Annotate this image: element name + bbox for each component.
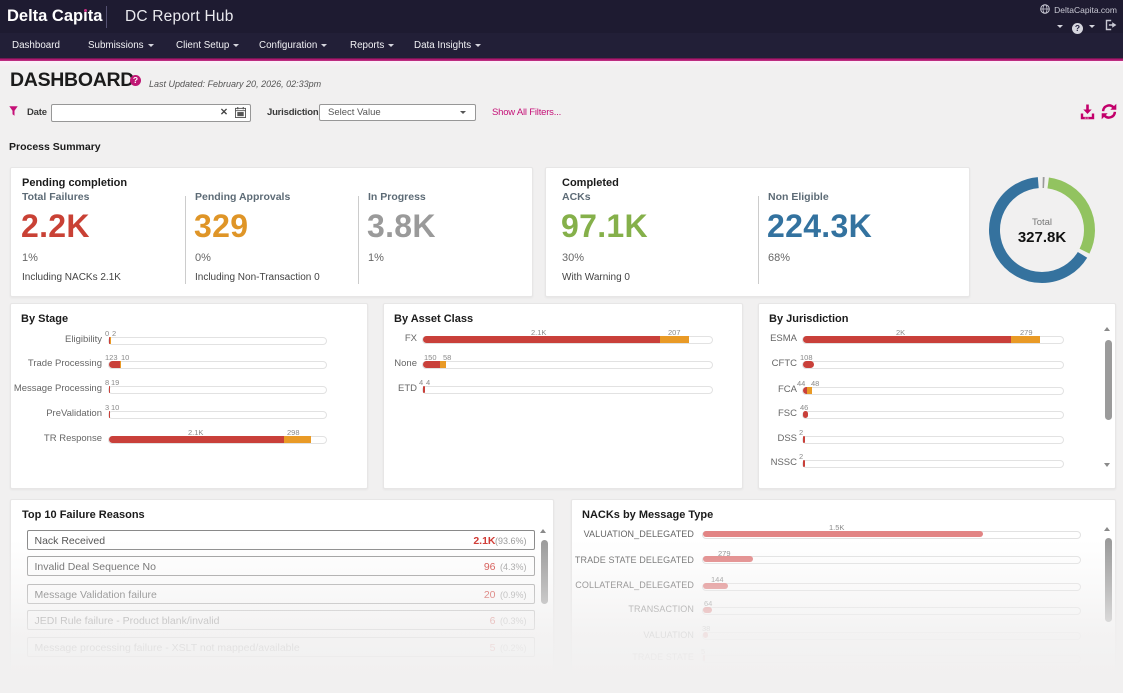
svg-text:327.8K: 327.8K [1018, 229, 1067, 246]
svg-text:Total: Total [1032, 217, 1052, 228]
